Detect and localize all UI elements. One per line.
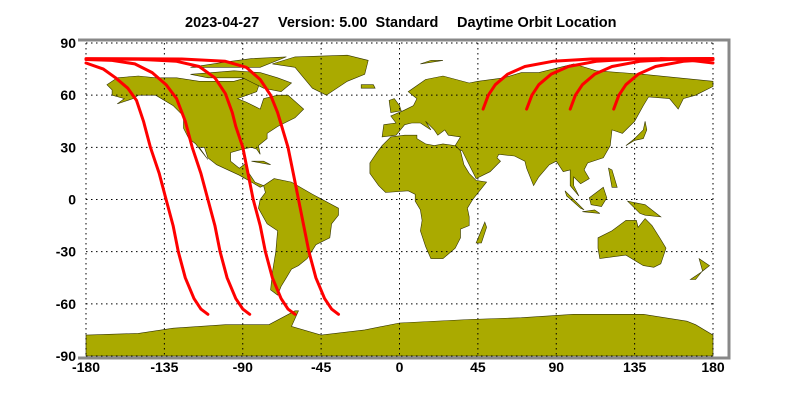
orbit-track-4: [84, 57, 340, 316]
y-tick-label: 0: [68, 192, 76, 208]
y-tick-label: 60: [60, 87, 76, 103]
orbit-track-6: [525, 57, 715, 111]
tick-labels: -180 -135 -90 -45 0 45 90 135 180 90 60 30 0 -30 -60 -9…: [56, 35, 725, 375]
landmass-greenland: [272, 54, 369, 96]
orbit-track-9: [659, 57, 715, 65]
y-tick-label: -90: [56, 348, 76, 364]
landmass-new-guinea: [626, 200, 662, 218]
title-product: Daytime Orbit Location: [457, 15, 617, 31]
x-tick-label: 90: [548, 359, 564, 375]
landmass-australia: [597, 218, 667, 268]
x-tick-label: -180: [72, 359, 100, 375]
orbit-track-3: [84, 57, 297, 316]
x-tick-label: 135: [623, 359, 647, 375]
landmass-sumatra: [564, 190, 585, 211]
orbit-track-1: [84, 61, 210, 316]
landmass-south-america: [258, 178, 339, 296]
landmass-cuba: [251, 160, 271, 165]
orbit-track-2: [84, 58, 252, 316]
orbit-track-5: [481, 57, 715, 111]
x-tick-label: -135: [150, 359, 178, 375]
landmass-svalbard: [420, 60, 444, 65]
x-tick-label: 45: [470, 359, 486, 375]
landmass-borneo: [588, 186, 608, 207]
landmass-japan: [625, 121, 648, 146]
landmass-eurasia: [381, 63, 714, 197]
plot-frame: [78, 38, 731, 360]
grid-layer: [85, 42, 714, 357]
landmass-new-zealand: [689, 257, 711, 280]
frame-border: [78, 38, 731, 360]
landmass-madagascar: [475, 221, 487, 244]
landmass-africa: [369, 134, 488, 259]
orbit-track-8: [612, 58, 715, 111]
y-tick-label: 90: [60, 35, 76, 51]
continents-layer: [85, 54, 714, 357]
x-tick-label: 0: [396, 359, 404, 375]
y-tick-label: -30: [56, 244, 76, 260]
landmass-java: [582, 209, 600, 214]
x-tick-label: -45: [311, 359, 331, 375]
x-tick-label: 180: [701, 359, 725, 375]
landmass-north-america: [106, 75, 305, 188]
landmass-philippines: [608, 167, 618, 188]
landmass-great-britain: [388, 98, 402, 113]
x-tick-label: -90: [233, 359, 253, 375]
orbit-tracks-layer: [84, 57, 715, 316]
title-version: Version: 5.00 Standard: [278, 15, 438, 31]
y-tick-label: -60: [56, 296, 76, 312]
y-tick-label: 30: [60, 139, 76, 155]
title-date: 2023-04-27: [185, 15, 259, 31]
landmass-iceland: [360, 84, 376, 89]
